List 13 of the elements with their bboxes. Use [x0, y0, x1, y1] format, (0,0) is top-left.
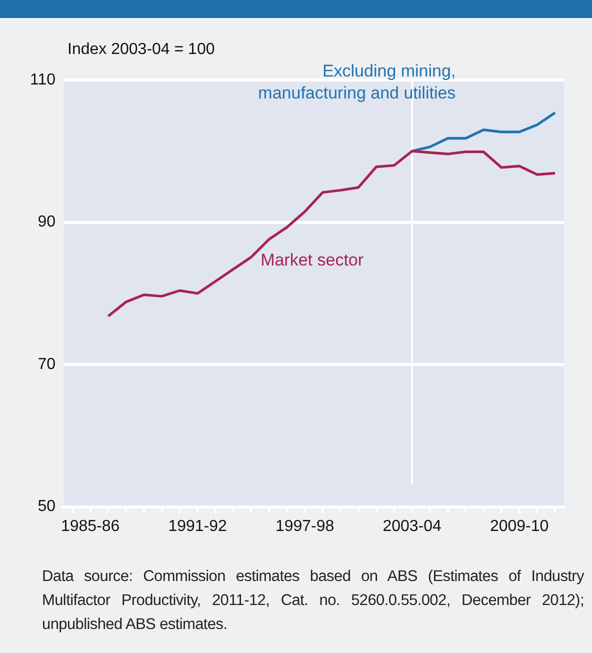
y-tick-label: 50	[38, 498, 56, 516]
series-label: Market sector	[260, 250, 364, 270]
x-tick-label: 1997-98	[275, 518, 334, 535]
text: Excluding mining, manufacturing and utilities	[258, 61, 456, 102]
x-tick-label: 2003-04	[382, 518, 442, 535]
x-tick-label: 1991-92	[168, 518, 228, 535]
y-tick-label: 110	[30, 71, 56, 88]
y-tick-label: 70	[38, 356, 56, 373]
source-note: Data source: Commission estimates based on ABS (Estimates of Industry Multifactor Productivity, 2011-12, Cat. no. 5260.0.55.002, December 2012); unpublished ABS estimates.	[42, 567, 584, 635]
y-axis-title: Index 2003-04 = 100	[68, 41, 215, 58]
x-tick-label: 2009-10	[490, 518, 549, 535]
y-tick-label: 90	[38, 214, 56, 231]
x-tick-label: 1985-86	[60, 518, 120, 535]
